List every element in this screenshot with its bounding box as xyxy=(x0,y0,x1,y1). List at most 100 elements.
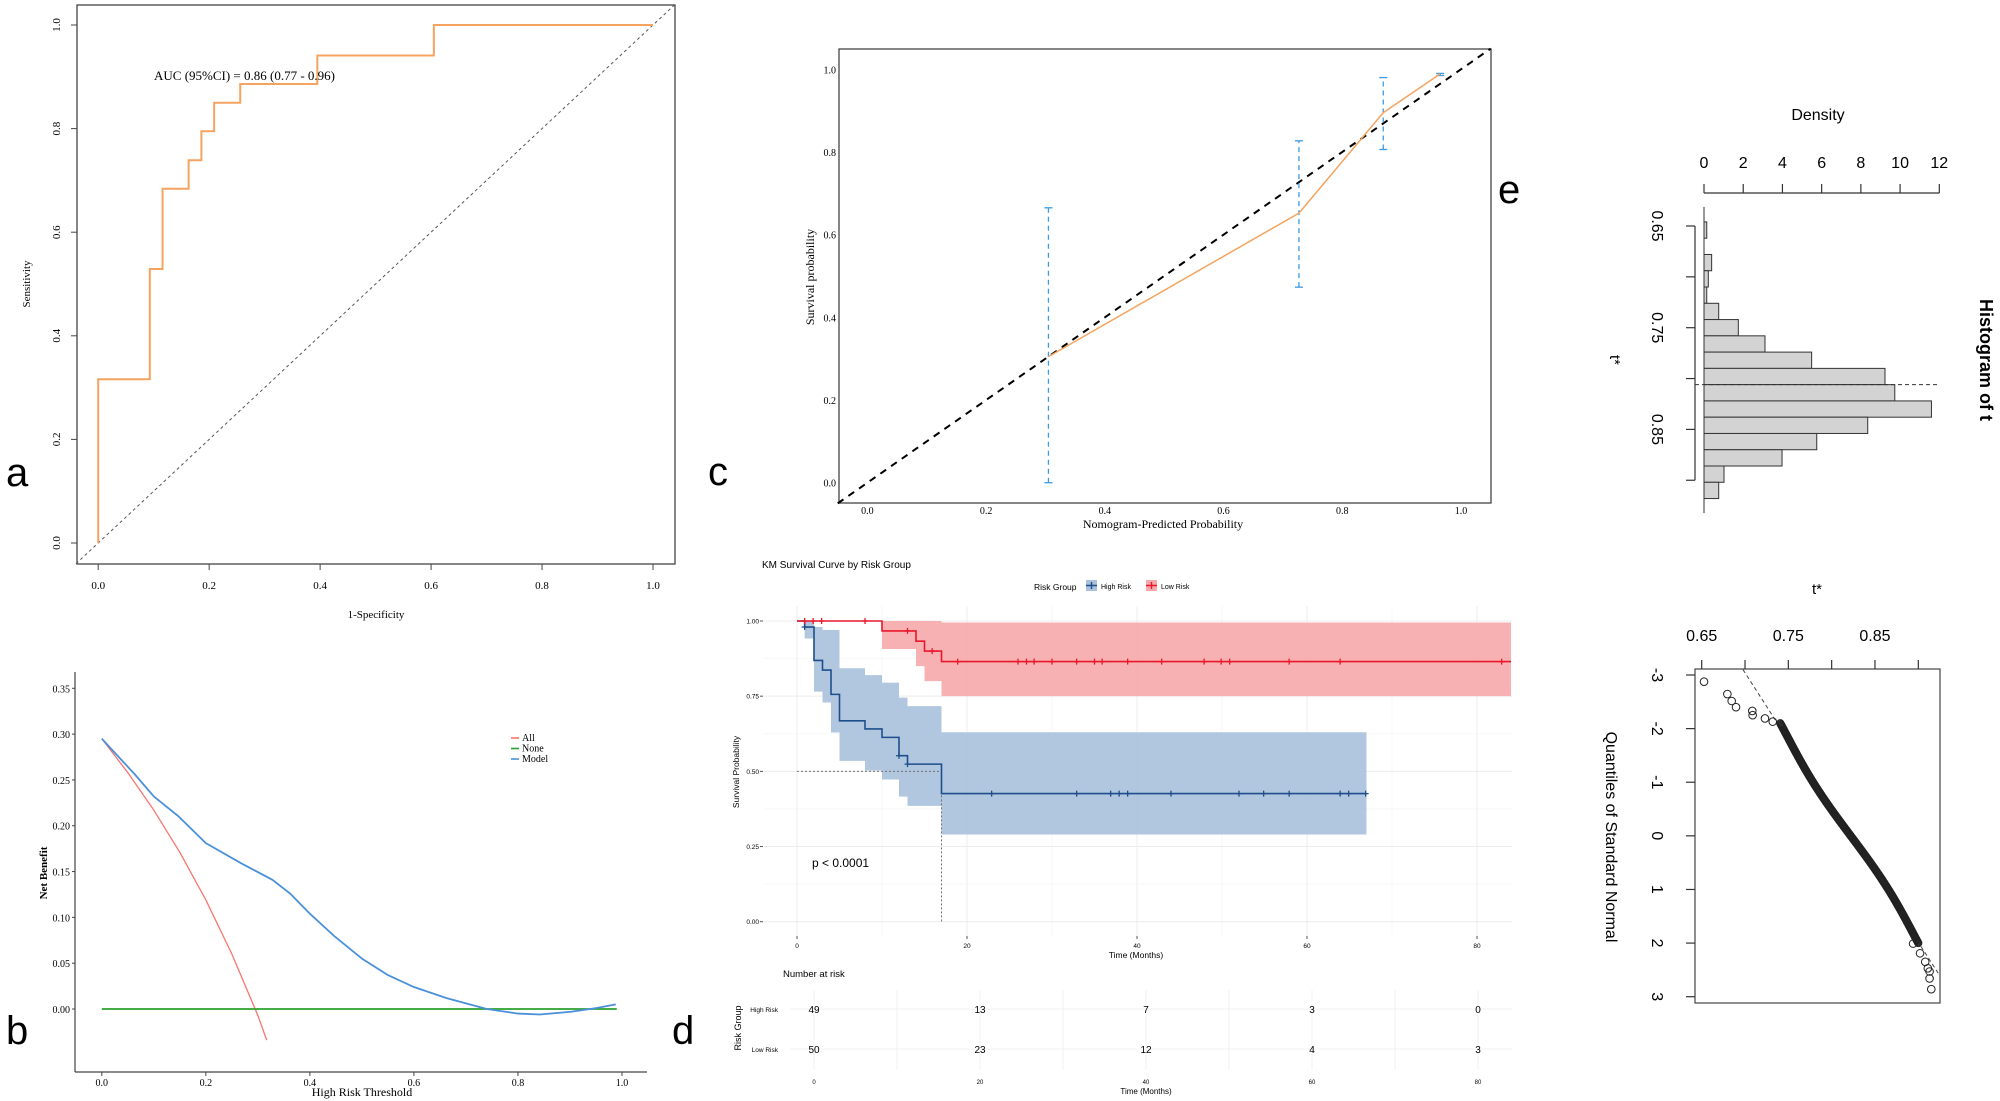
km-censor-mark-low-risk xyxy=(1218,658,1225,665)
dca-legend-label-none: None xyxy=(522,744,544,755)
risk-table-title: Number at risk xyxy=(783,969,845,980)
histogram-bar xyxy=(1703,384,1896,402)
km-legend-line-high-risk xyxy=(1086,582,1097,589)
roc-x-tick-label: 0.0 xyxy=(91,580,105,592)
panel-label-b: b xyxy=(6,1009,28,1053)
qq-point xyxy=(1748,710,1757,720)
qq-quantile-tick-label: -2 xyxy=(1648,721,1665,735)
km-censor-mark-low-risk xyxy=(1226,658,1233,665)
risk-table: Number at risk High Risk 49 13 7 3 0 Low Risk 5… xyxy=(733,969,1512,1096)
km-censor-mark-high-risk xyxy=(1124,790,1131,797)
calibration-y-tick-label: 0.8 xyxy=(824,148,837,159)
histogram-bar xyxy=(1703,400,1932,418)
calibration-chart: 0.0 0.2 0.4 0.6 0.8 1.0 0.0 0.2 0.4 0.6 0.8 1.0 No… xyxy=(803,47,1492,531)
km-censor-mark-low-risk xyxy=(1286,658,1293,665)
dca-y-tick-label: 0.35 xyxy=(53,684,71,695)
km-curve-high-risk xyxy=(797,620,1367,795)
km-censor-mark-high-risk xyxy=(988,790,995,797)
dca-line-model xyxy=(101,738,616,1016)
km-x-tick-label: 40 xyxy=(1133,943,1141,950)
dca-x-tick-label: 0.6 xyxy=(408,1078,421,1089)
roc-x-tick-label: 0.6 xyxy=(424,580,438,592)
risk-table-x-tick-label: 60 xyxy=(1309,1080,1316,1086)
risk-table-x-tick-label: 0 xyxy=(812,1080,816,1086)
qq-quantile-tick-label: 1 xyxy=(1648,885,1665,894)
histogram-t-tick-label: 0.85 xyxy=(1648,414,1665,445)
dca-line-all xyxy=(101,738,268,1041)
km-censor-mark-low-risk xyxy=(904,627,911,634)
roc-y-tick-label: 0.0 xyxy=(51,536,63,550)
km-x-tick-label: 20 xyxy=(963,943,971,950)
roc-y-tick-label: 0.4 xyxy=(51,328,63,342)
roc-y-axis-label: Sensitivity xyxy=(21,260,33,308)
km-censor-mark-low-risk xyxy=(1337,658,1344,665)
roc-auc-annotation: AUC (95%CI) = 0.86 (0.77 - 0.96) xyxy=(154,68,335,83)
risk-table-cell: 23 xyxy=(974,1045,986,1056)
km-legend-line-low-risk xyxy=(1146,582,1157,589)
km-censor-mark-low-risk xyxy=(1049,658,1055,665)
qq-point xyxy=(1926,984,1936,994)
qq-point xyxy=(1731,702,1741,712)
bootstrap-histogram: Density 0 2 4 6 8 10 12 0.65 0.75 0.85 t* Histog… xyxy=(1606,107,1996,513)
qq-point xyxy=(1915,948,1925,958)
histogram-density-tick-label: 2 xyxy=(1739,155,1748,172)
dca-legend-label-model: Model xyxy=(522,754,548,765)
km-x-tick-label: 0 xyxy=(795,943,799,950)
qq-quantile-tick-label: 0 xyxy=(1648,831,1665,840)
dca-y-tick-label: 0.10 xyxy=(53,913,71,924)
km-y-tick-label: 0.00 xyxy=(746,919,759,926)
calibration-x-axis-label: Nomogram-Predicted Probability xyxy=(1083,517,1243,531)
roc-y-tick-label: 0.8 xyxy=(51,121,63,135)
roc-reference-line xyxy=(75,3,676,565)
km-y-tick-label: 0.50 xyxy=(746,769,759,776)
qq-quantile-tick-label: 2 xyxy=(1648,939,1665,948)
km-censor-mark-low-risk xyxy=(1015,658,1021,665)
calibration-x-axis: 0.0 0.2 0.4 0.6 0.8 1.0 xyxy=(861,506,1467,517)
calibration-x-tick-label: 0.4 xyxy=(1099,506,1112,517)
histogram-bar xyxy=(1703,449,1783,467)
panel-label-d: d xyxy=(672,1009,694,1053)
km-censor-mark-high-risk xyxy=(1107,790,1114,797)
km-censor-mark-high-risk xyxy=(1286,790,1293,797)
roc-y-axis: 0.0 0.2 0.4 0.6 0.8 1.0 xyxy=(51,18,77,550)
qq-point xyxy=(1747,706,1757,716)
risk-table-cell: 13 xyxy=(974,1005,986,1016)
calibration-y-tick-label: 0.6 xyxy=(824,231,837,242)
qq-frame xyxy=(1694,668,1941,1004)
km-x-tick-label: 60 xyxy=(1303,943,1311,950)
km-y-axis-label: Survival Probability xyxy=(731,735,741,808)
km-x-axis-label: Time (Months) xyxy=(1109,950,1164,960)
qq-quantile-tick-label: -1 xyxy=(1648,775,1665,789)
qq-point xyxy=(1727,696,1736,706)
histogram-bar xyxy=(1703,481,1720,500)
risk-table-x-label: Time (Months) xyxy=(1120,1087,1172,1096)
km-censor-mark-high-risk xyxy=(1073,790,1080,797)
km-censor-mark-high-risk xyxy=(1116,790,1123,797)
panel-label-e: e xyxy=(1498,168,1520,212)
km-censor-mark-low-risk xyxy=(954,658,961,665)
roc-frame xyxy=(76,4,676,565)
histogram-bar xyxy=(1703,253,1713,272)
roc-curve xyxy=(97,24,653,543)
dca-x-tick-label: 1.0 xyxy=(616,1078,629,1089)
km-censor-mark-low-risk xyxy=(929,648,936,655)
km-legend-label-high-risk: High Risk xyxy=(1101,584,1131,591)
risk-table-x-tick-label: 40 xyxy=(1143,1080,1150,1086)
calibration-x-tick-label: 1.0 xyxy=(1455,506,1468,517)
dca-y-tick-label: 0.05 xyxy=(53,959,71,970)
histogram-t-axis: 0.65 0.75 0.85 xyxy=(1648,210,1696,481)
km-curve-low-risk xyxy=(797,620,1511,663)
risk-table-row-label-low-risk: Low Risk xyxy=(752,1047,779,1054)
histogram-density-tick-label: 6 xyxy=(1817,155,1826,172)
calibration-y-axis-label: Survival probability xyxy=(803,229,817,325)
calibration-y-axis: 0.0 0.2 0.4 0.6 0.8 1.0 xyxy=(824,65,837,489)
calibration-y-tick-label: 0.4 xyxy=(824,313,837,324)
km-censor-mark-low-risk xyxy=(1201,658,1208,665)
calibration-frame xyxy=(838,48,1492,504)
km-censor-mark-high-risk xyxy=(1168,790,1174,797)
risk-table-cell: 3 xyxy=(1475,1045,1481,1056)
dca-x-tick-label: 0.2 xyxy=(200,1078,213,1089)
histogram-y-axis-label: t* xyxy=(1606,355,1623,365)
histogram-bar xyxy=(1703,221,1708,239)
